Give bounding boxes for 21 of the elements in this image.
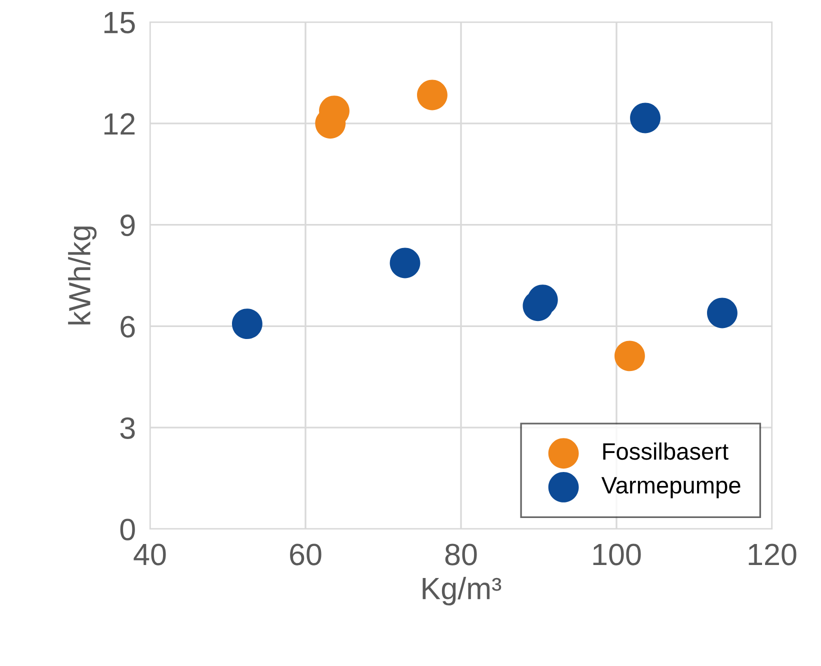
x-tick-label: 40 <box>134 544 166 566</box>
x-axis-title: Kg/m³ <box>422 576 502 606</box>
point <box>707 298 738 328</box>
y-tick-label: 6 <box>120 316 135 338</box>
x-tick-label: 120 <box>748 544 796 566</box>
y-tick-label: 3 <box>120 417 135 439</box>
y-tick-label: 9 <box>120 214 135 236</box>
y-tick-label: 15 <box>104 12 135 34</box>
legend-label: Fossilbasert <box>603 442 728 460</box>
point <box>390 248 420 278</box>
x-tick-label: 100 <box>593 544 641 566</box>
y-tick-label: 0 <box>120 518 135 540</box>
legend-label: Varmepumpe <box>601 477 740 498</box>
y-tick-label: 12 <box>104 113 135 134</box>
x-tick-label: 60 <box>290 544 322 566</box>
point <box>630 102 660 134</box>
point <box>614 340 645 372</box>
x-tick-label: 80 <box>445 544 477 566</box>
point <box>417 80 448 110</box>
point <box>232 308 262 340</box>
y-axis-title: kWh/kg <box>68 226 97 324</box>
